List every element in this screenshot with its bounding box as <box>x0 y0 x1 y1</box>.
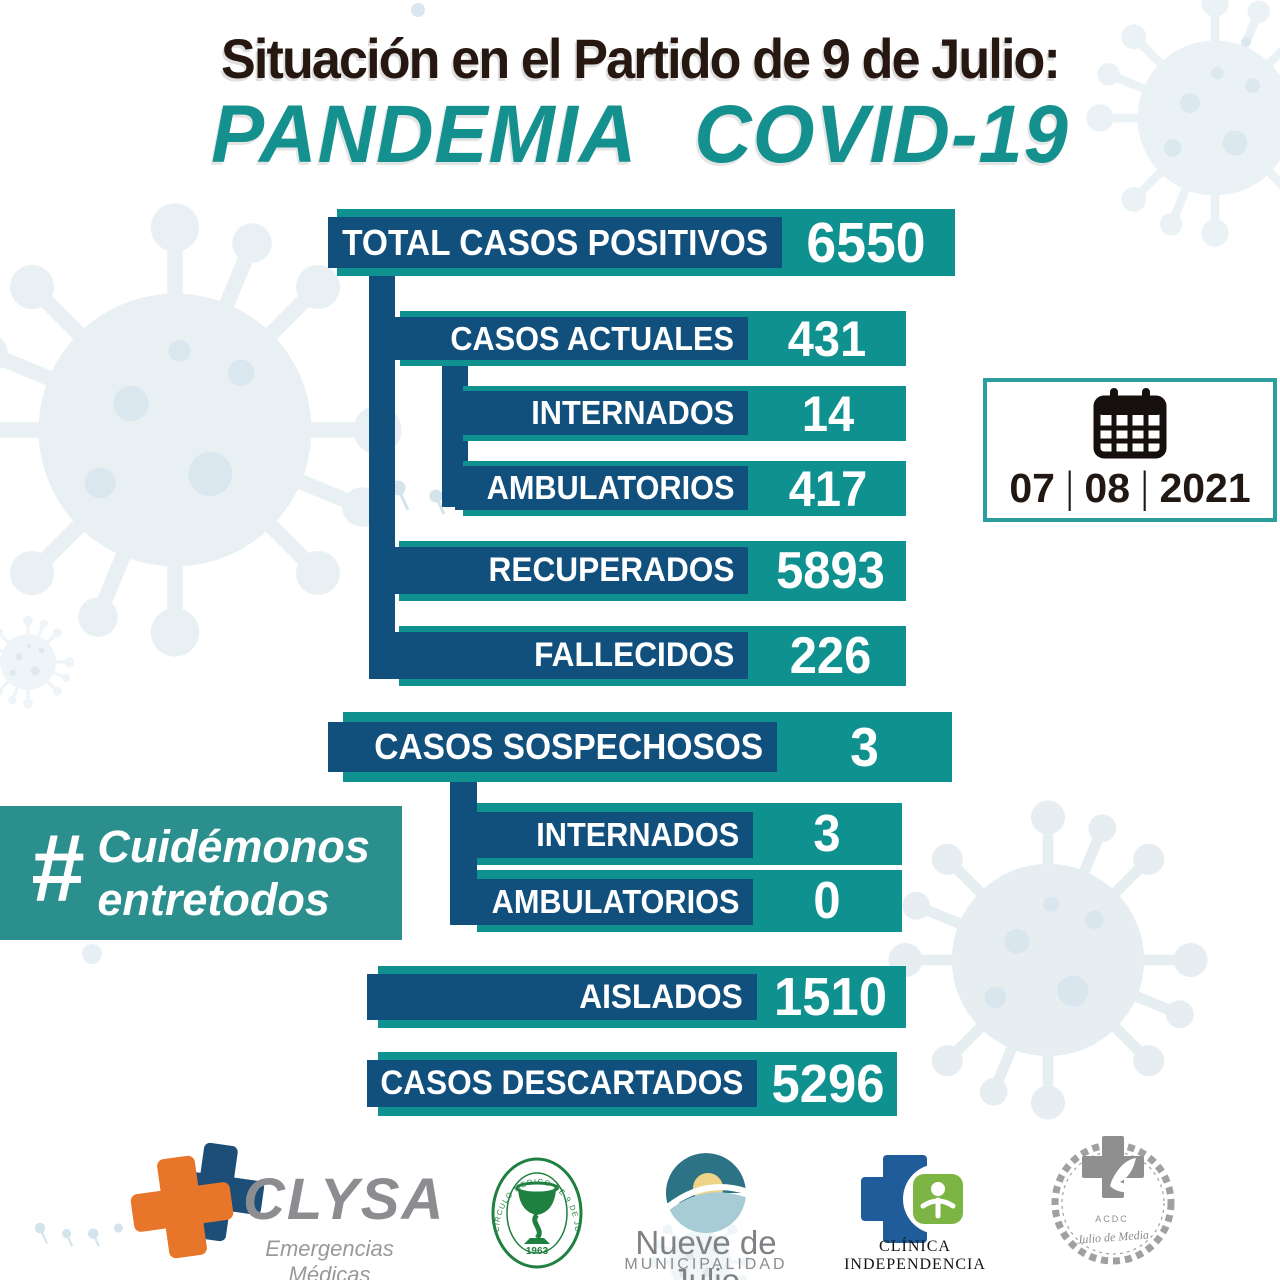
connector-total <box>369 265 395 679</box>
clinica-independencia-logo-icon <box>861 1155 973 1243</box>
stat-label-plate: FALLECIDOS <box>390 632 748 679</box>
stat-bar-ambulatorios: AMBULATORIOS 417 <box>455 460 906 517</box>
stat-label: AMBULATORIOS <box>486 469 734 506</box>
date-separator: | <box>1066 463 1074 512</box>
date-text: 07 | 08 | 2021 <box>1009 463 1250 513</box>
stamp-text-line1: ACDC <box>1095 1214 1129 1224</box>
stat-label: CASOS DESCARTADOS <box>379 1064 743 1102</box>
stat-label: INTERNADOS <box>531 394 734 431</box>
stat-bar-casos-actuales: CASOS ACTUALES 431 <box>392 310 906 367</box>
stat-bar-ambulatorios-sospechosos: AMBULATORIOS 0 <box>469 870 902 932</box>
stat-value: 5296 <box>771 1054 885 1114</box>
clinica-independencia-name: CLÍNICA INDEPENDENCIA <box>844 1238 986 1273</box>
stat-value: 5893 <box>776 542 885 600</box>
clysa-logo-icon <box>130 1142 265 1259</box>
municipalidad-subtitle: MUNICIPALIDAD <box>624 1256 788 1273</box>
clysa-tagline: Emergencias Médicas <box>265 1236 394 1280</box>
date-box: 07 | 08 | 2021 <box>983 378 1277 522</box>
hashtag-text: Cuidémonos entretodos <box>97 820 370 926</box>
date-day: 07 <box>1009 464 1055 511</box>
stat-value: 0 <box>813 872 841 930</box>
stat-label-plate: INTERNADOS <box>455 391 748 435</box>
hashtag-line1: Cuidémonos <box>97 821 370 872</box>
nueve-de-julio-logo-icon <box>666 1153 746 1233</box>
stat-label: CASOS SOSPECHOSOS <box>374 726 763 767</box>
page-subtitle: PANDEMIA COVID-19 <box>211 89 1069 180</box>
stat-label-plate: RECUPERADOS <box>390 547 748 594</box>
stat-value: 3 <box>850 716 879 778</box>
date-separator: | <box>1141 463 1149 512</box>
stat-bar-aislados: AISLADOS 1510 <box>367 966 906 1028</box>
stat-value: 1510 <box>774 967 887 1027</box>
hashtag-line2: entretodos <box>97 874 330 925</box>
footer-logo-graphics: CIRCULO MEDICO DE 9 DE JULIO 1963 <box>0 1130 1175 1269</box>
stat-value: 14 <box>801 385 855 442</box>
stat-label: TOTAL CASOS POSITIVOS <box>341 221 768 263</box>
stat-value: 226 <box>789 627 872 685</box>
stat-label-plate: TOTAL CASOS POSITIVOS <box>328 217 782 268</box>
date-month: 08 <box>1084 464 1130 511</box>
hashtag-banner: # Cuidémonos entretodos <box>0 806 402 940</box>
stat-label-plate: CASOS SOSPECHOSOS <box>328 722 777 772</box>
hash-icon: # <box>30 815 84 922</box>
stat-bar-fallecidos: FALLECIDOS 226 <box>390 626 906 686</box>
stat-label: CASOS ACTUALES <box>450 319 734 357</box>
page-title: Situación en el Partido de 9 de Julio: <box>220 27 1061 90</box>
stat-bar-recuperados: RECUPERADOS 5893 <box>390 541 906 601</box>
svg-text:1963: 1963 <box>526 1246 549 1257</box>
stamp-logo <box>1051 1136 1175 1265</box>
stat-label: FALLECIDOS <box>533 636 734 674</box>
stat-label-plate: INTERNADOS <box>469 812 753 858</box>
stat-bar-casos-sospechosos: CASOS SOSPECHOSOS 3 <box>328 712 952 782</box>
stat-bar-total-casos-positivos: TOTAL CASOS POSITIVOS 6550 <box>328 209 955 276</box>
stat-value: 431 <box>787 310 867 367</box>
stat-label-plate: AMBULATORIOS <box>455 466 748 510</box>
stat-bar-internados: INTERNADOS 14 <box>455 385 906 442</box>
stat-value: 6550 <box>806 210 926 275</box>
stat-bar-casos-descartados: CASOS DESCARTADOS 5296 <box>367 1052 897 1116</box>
stat-value: 3 <box>813 805 841 863</box>
stat-value: 417 <box>788 460 868 517</box>
calendar-icon <box>1093 388 1167 459</box>
stat-label: RECUPERADOS <box>488 551 734 589</box>
date-year: 2021 <box>1159 464 1251 511</box>
stat-label: INTERNADOS <box>536 816 739 853</box>
clysa-logo-text: CLYSA <box>243 1167 446 1232</box>
stat-bar-internados-sospechosos: INTERNADOS 3 <box>469 803 902 865</box>
stat-label: AMBULATORIOS <box>491 883 739 920</box>
stat-label-plate: CASOS ACTUALES <box>392 317 748 360</box>
municipalidad-name: Nueve de Julio <box>635 1224 777 1280</box>
stat-label-plate: CASOS DESCARTADOS <box>367 1060 757 1107</box>
stat-label: AISLADOS <box>579 977 743 1016</box>
stat-label-plate: AISLADOS <box>367 974 757 1020</box>
stat-label-plate: AMBULATORIOS <box>469 879 753 925</box>
